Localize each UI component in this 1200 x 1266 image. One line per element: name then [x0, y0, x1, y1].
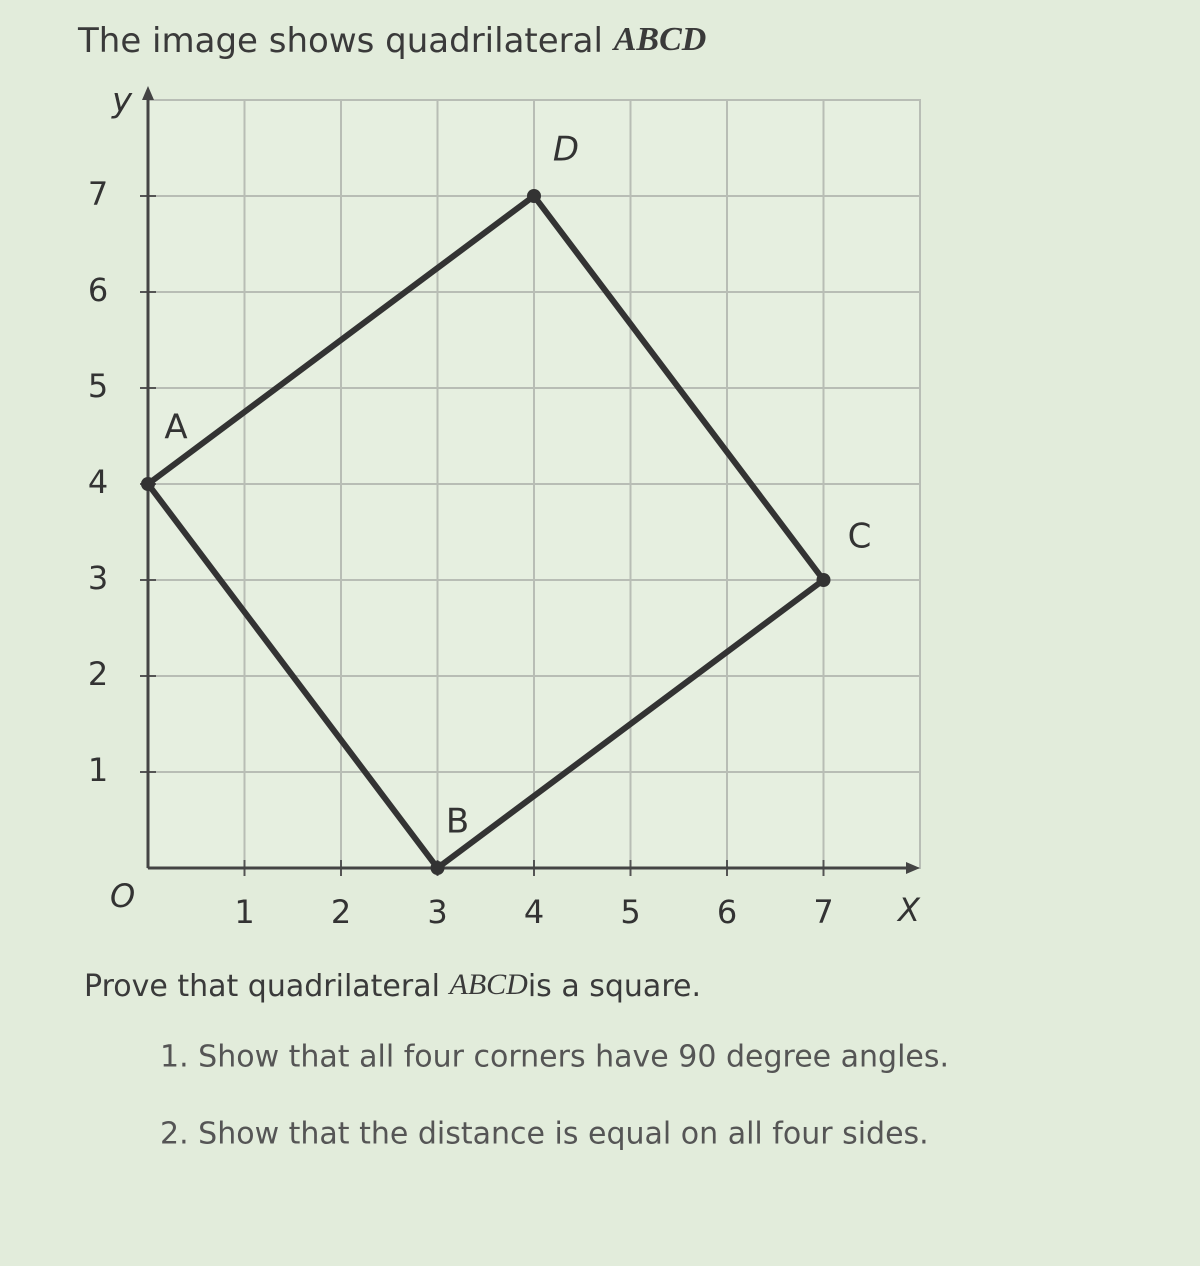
- step: 1. Show that all four corners have 90 de…: [160, 1040, 949, 1075]
- y-arrow: [142, 86, 154, 100]
- origin-label: O: [110, 877, 135, 915]
- vertex: [141, 477, 155, 491]
- title: The image shows quadrilateral ABCD: [77, 21, 706, 61]
- y-tick-label: 2: [88, 655, 108, 693]
- vertex-label: C: [848, 517, 872, 557]
- y-tick-label: 7: [88, 175, 108, 213]
- vertex: [430, 861, 445, 875]
- vertex: [527, 189, 541, 203]
- y-tick-label: 1: [88, 751, 108, 789]
- y-tick-label: 5: [88, 367, 108, 405]
- x-tick-label: 3: [427, 893, 447, 931]
- y-tick-label: 4: [88, 463, 108, 501]
- prompt: Prove that quadrilateral ABCDis a square…: [84, 968, 701, 1004]
- title-text: The image shows quadrilateral: [77, 21, 603, 61]
- vertex-label: B: [446, 802, 469, 842]
- x-arrow: [906, 862, 920, 874]
- x-tick-label: 1: [234, 893, 254, 931]
- x-tick-label: 7: [813, 893, 833, 931]
- x-tick-label: 2: [331, 893, 351, 931]
- step: 2. Show that the distance is equal on al…: [160, 1117, 929, 1152]
- prompt-text: Prove that quadrilateral: [84, 969, 440, 1004]
- x-tick-label: 6: [717, 893, 737, 931]
- y-axis-label: y: [111, 81, 133, 121]
- y-tick-label: 6: [88, 271, 108, 309]
- vertex-label: A: [164, 408, 187, 448]
- y-tick-label: 3: [88, 559, 108, 597]
- graph: 1 2 3 4 5 6 7 1 2 3 4 5 6 7 Xy O A B C D: [88, 81, 921, 931]
- prompt-suffix: is a square.: [528, 969, 701, 1004]
- vertex-label: D: [553, 130, 579, 170]
- title-math: ABCD: [612, 21, 707, 58]
- x-axis-label: X: [896, 891, 921, 929]
- x-tick-label: 4: [524, 893, 544, 931]
- prompt-math: ABCD: [448, 968, 529, 1001]
- vertex: [816, 573, 831, 587]
- x-tick-label: 5: [620, 893, 640, 931]
